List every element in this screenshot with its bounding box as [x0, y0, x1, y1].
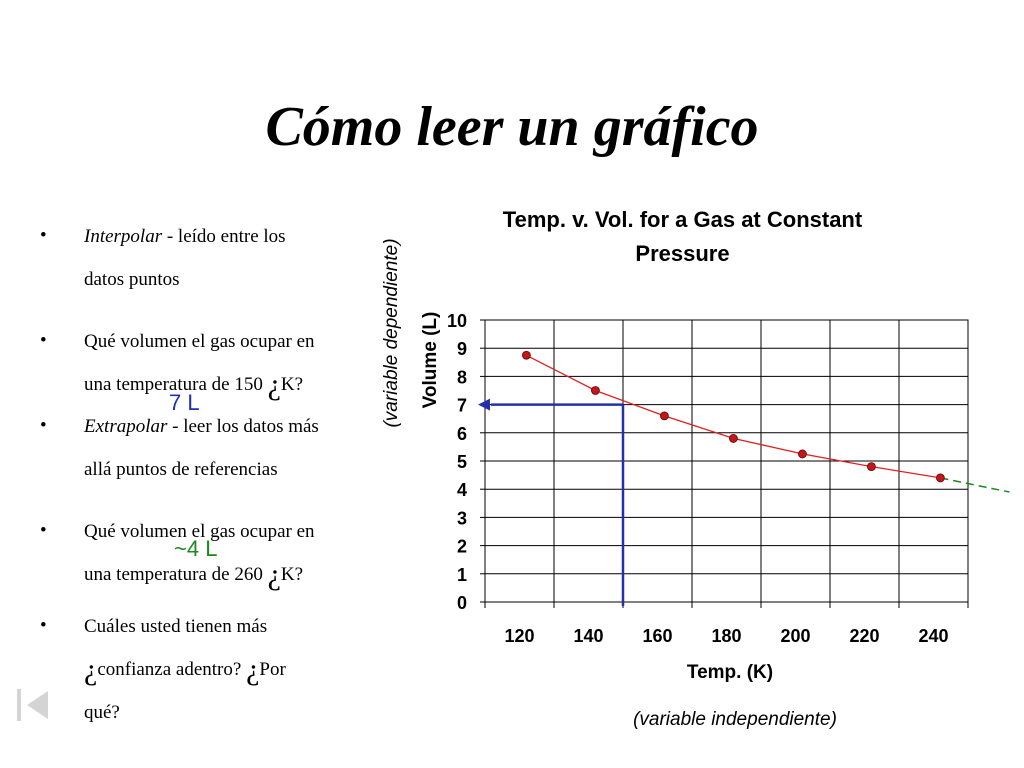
text-segment: Interpolar [84, 226, 163, 247]
text-segment: - leído entre los [162, 226, 286, 247]
text-segment: ¿ [84, 653, 98, 686]
bullet-text: Extrapolar - leer los datos más allá punt… [84, 405, 384, 491]
y-tick-label: 1 [457, 565, 467, 585]
chart-title-line-2: Pressure [635, 241, 730, 266]
x-tick-label: 140 [573, 626, 603, 646]
bullet-line: ¿confianza adentro? ¿Por [84, 648, 384, 691]
bullet-mark: • [40, 520, 47, 541]
bullet-line: Interpolar - leído entre los [84, 215, 384, 258]
bullet-mark: • [40, 225, 47, 246]
text-segment: allá puntos de referencias [84, 459, 278, 480]
text-segment: - leer los datos más [167, 416, 319, 437]
data-point [522, 350, 531, 360]
first-slide-icon [17, 689, 48, 721]
bullet-mark: • [40, 615, 47, 636]
y-tick-label: 2 [457, 537, 467, 557]
y-tick-label: 4 [457, 480, 467, 500]
data-point [591, 386, 600, 395]
data-point [867, 462, 876, 472]
bullet-line: Extrapolar - leer los datos más [84, 405, 384, 448]
bullet-text: Cuáles usted tienen más ¿confianza adentr… [84, 605, 384, 734]
first-slide-button[interactable] [14, 688, 54, 722]
y-tick-label: 5 [457, 452, 467, 472]
bullet-mark: • [40, 330, 47, 351]
bullet-mark: • [40, 415, 47, 436]
x-tick-label: 120 [504, 626, 534, 646]
bullet-line: qué? [84, 691, 384, 734]
bullet-text: Qué volumen el gas ocupar en una temperat… [84, 510, 384, 596]
interpolation-arrowhead [478, 398, 490, 411]
text-segment: Cuáles usted tienen más [84, 616, 268, 637]
text-segment: Qué volumen el gas ocupar en [84, 331, 315, 352]
bullet-line: datos puntos [84, 258, 384, 301]
x-tick-label: 240 [918, 626, 948, 646]
text-segment: qué? [84, 702, 120, 723]
data-point [936, 473, 945, 483]
text-segment: una temperatura de 260 [84, 564, 268, 585]
chart-title: Temp. v. Vol. for a Gas at Constant Pres… [430, 203, 935, 271]
data-point [798, 449, 807, 459]
text-segment: ¿ [267, 558, 281, 591]
x-tick-label: 180 [711, 626, 741, 646]
text-segment: ¿ [246, 653, 260, 686]
interpolation-value-label: 7 L [169, 390, 200, 415]
text-segment: ¿ [267, 368, 281, 401]
x-tick-label: 160 [642, 626, 672, 646]
text-segment: K? [280, 374, 304, 395]
bullet-line: Cuáles usted tienen más [84, 605, 384, 648]
text-segment: Extrapolar [84, 416, 168, 437]
y-axis-label: Volume (L) [420, 311, 441, 409]
text-segment: una temperatura de 150 [84, 374, 268, 395]
y-tick-label: 3 [457, 508, 467, 528]
text-segment: K? [280, 564, 304, 585]
text-segment: Qué volumen el gas ocupar en [84, 521, 315, 542]
data-point [729, 434, 738, 443]
x-axis-note: (variable independiente) [633, 709, 837, 730]
y-tick-label: 10 [447, 311, 467, 331]
bullet-text: Qué volumen el gas ocupar en una temperat… [84, 320, 384, 406]
extrapolation-value-label: ~4 L [174, 536, 218, 561]
y-tick-label: 8 [457, 367, 467, 387]
extrapolation-line [940, 477, 1010, 493]
y-tick-label: 7 [457, 396, 467, 416]
bullet-line: una temperatura de 260 ¿K? [84, 553, 384, 596]
text-segment: Por [259, 659, 286, 680]
y-axis-note: (variable dependiente) [381, 238, 402, 428]
slide-title: Cómo leer un gráfico [265, 96, 759, 158]
y-tick-label: 6 [457, 424, 467, 444]
bullet-line: allá puntos de referencias [84, 448, 384, 491]
y-tick-label: 0 [457, 593, 467, 613]
x-tick-label: 220 [849, 626, 879, 646]
chart-title-line-1: Temp. v. Vol. for a Gas at Constant [502, 207, 863, 232]
bullet-text: Interpolar - leído entre los datos puntos [84, 215, 384, 301]
y-tick-label: 9 [457, 339, 467, 359]
text-segment: confianza adentro? [97, 659, 247, 680]
bullet-line: Qué volumen el gas ocupar en [84, 510, 384, 553]
x-axis-label: Temp. (K) [686, 662, 774, 683]
data-point [660, 411, 669, 421]
x-tick-label: 200 [780, 626, 810, 646]
text-segment: datos puntos [84, 269, 180, 290]
bullet-line: Qué volumen el gas ocupar en [84, 320, 384, 363]
bullet-line: una temperatura de 150 ¿K? [84, 363, 384, 406]
